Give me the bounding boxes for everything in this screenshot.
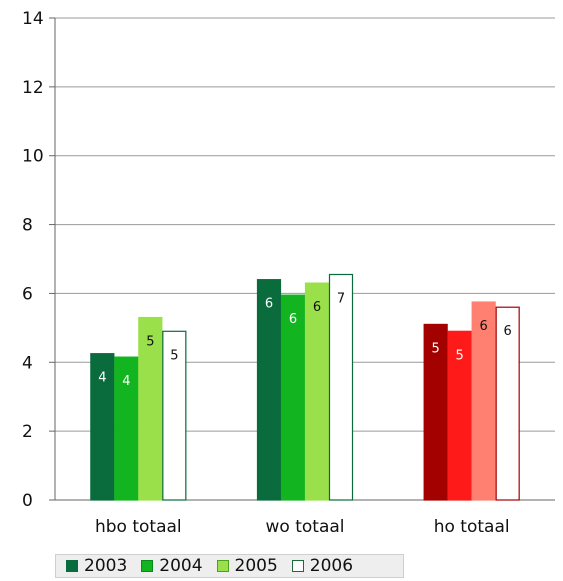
legend-item-2005: 2005 xyxy=(216,556,278,576)
legend-item-2006: 2006 xyxy=(291,556,354,576)
data-label: 5 xyxy=(146,335,154,350)
data-label: 6 xyxy=(313,300,321,315)
bar-hbo-totaal-2004 xyxy=(114,356,139,501)
data-label: 4 xyxy=(98,371,106,386)
bar-hbo-totaal-2006 xyxy=(162,330,187,501)
data-label: 6 xyxy=(504,324,512,339)
legend-label-2003: 2003 xyxy=(84,556,128,576)
legend-label-2004: 2004 xyxy=(159,556,203,576)
legend-label-2005: 2005 xyxy=(234,556,278,576)
y-tick-label: 14 xyxy=(22,9,44,29)
legend-swatch-2003 xyxy=(66,560,78,572)
x-tick-label: hbo totaal xyxy=(95,517,182,537)
data-label: 5 xyxy=(170,348,178,363)
x-tick-label: ho totaal xyxy=(434,517,510,537)
y-tick-label: 0 xyxy=(22,491,33,511)
bar-wo-totaal-2003 xyxy=(256,279,282,501)
data-label: 6 xyxy=(289,312,297,327)
data-label: 5 xyxy=(432,341,440,356)
y-tick-label: 2 xyxy=(22,422,33,442)
legend-item-2004: 2004 xyxy=(141,556,203,576)
bar-wo-totaal-2004 xyxy=(280,294,306,501)
bar-hbo-totaal-2005 xyxy=(138,316,163,501)
y-tick-label: 4 xyxy=(22,353,33,373)
y-tick-label: 8 xyxy=(22,216,33,236)
bar-wo-totaal-2005 xyxy=(304,282,330,501)
bar-hbo-totaal-2003 xyxy=(90,353,115,501)
data-label: 7 xyxy=(337,291,345,306)
legend-swatch-2004 xyxy=(141,560,154,572)
y-tick-label: 6 xyxy=(22,284,33,304)
legend-swatch-2006 xyxy=(291,560,304,572)
y-tick-label: 12 xyxy=(22,78,44,98)
bar-ho-totaal-2004 xyxy=(447,330,472,501)
bar-ho-totaal-2005 xyxy=(471,301,496,501)
legend-label-2006: 2006 xyxy=(309,556,354,576)
bar-ho-totaal-2003 xyxy=(423,323,448,501)
data-label: 4 xyxy=(122,374,130,389)
data-label: 6 xyxy=(480,319,488,334)
x-tick-label: wo totaal xyxy=(266,517,345,537)
bar-wo-totaal-2006 xyxy=(328,273,354,501)
bar-ho-totaal-2006 xyxy=(495,306,520,501)
y-tick-label: 10 xyxy=(22,147,44,167)
data-label: 6 xyxy=(265,297,273,312)
legend: 2003 2004 2005 2006 xyxy=(55,554,404,578)
legend-item-2003: 2003 xyxy=(66,556,127,576)
bar-chart: 0 2 4 6 8 10 12 14 4 4 5 5 hbo totaal 6 6 6 7 wo totaal 5 5… xyxy=(22,9,555,537)
legend-swatch-2005 xyxy=(216,560,229,572)
data-label: 5 xyxy=(456,348,464,363)
